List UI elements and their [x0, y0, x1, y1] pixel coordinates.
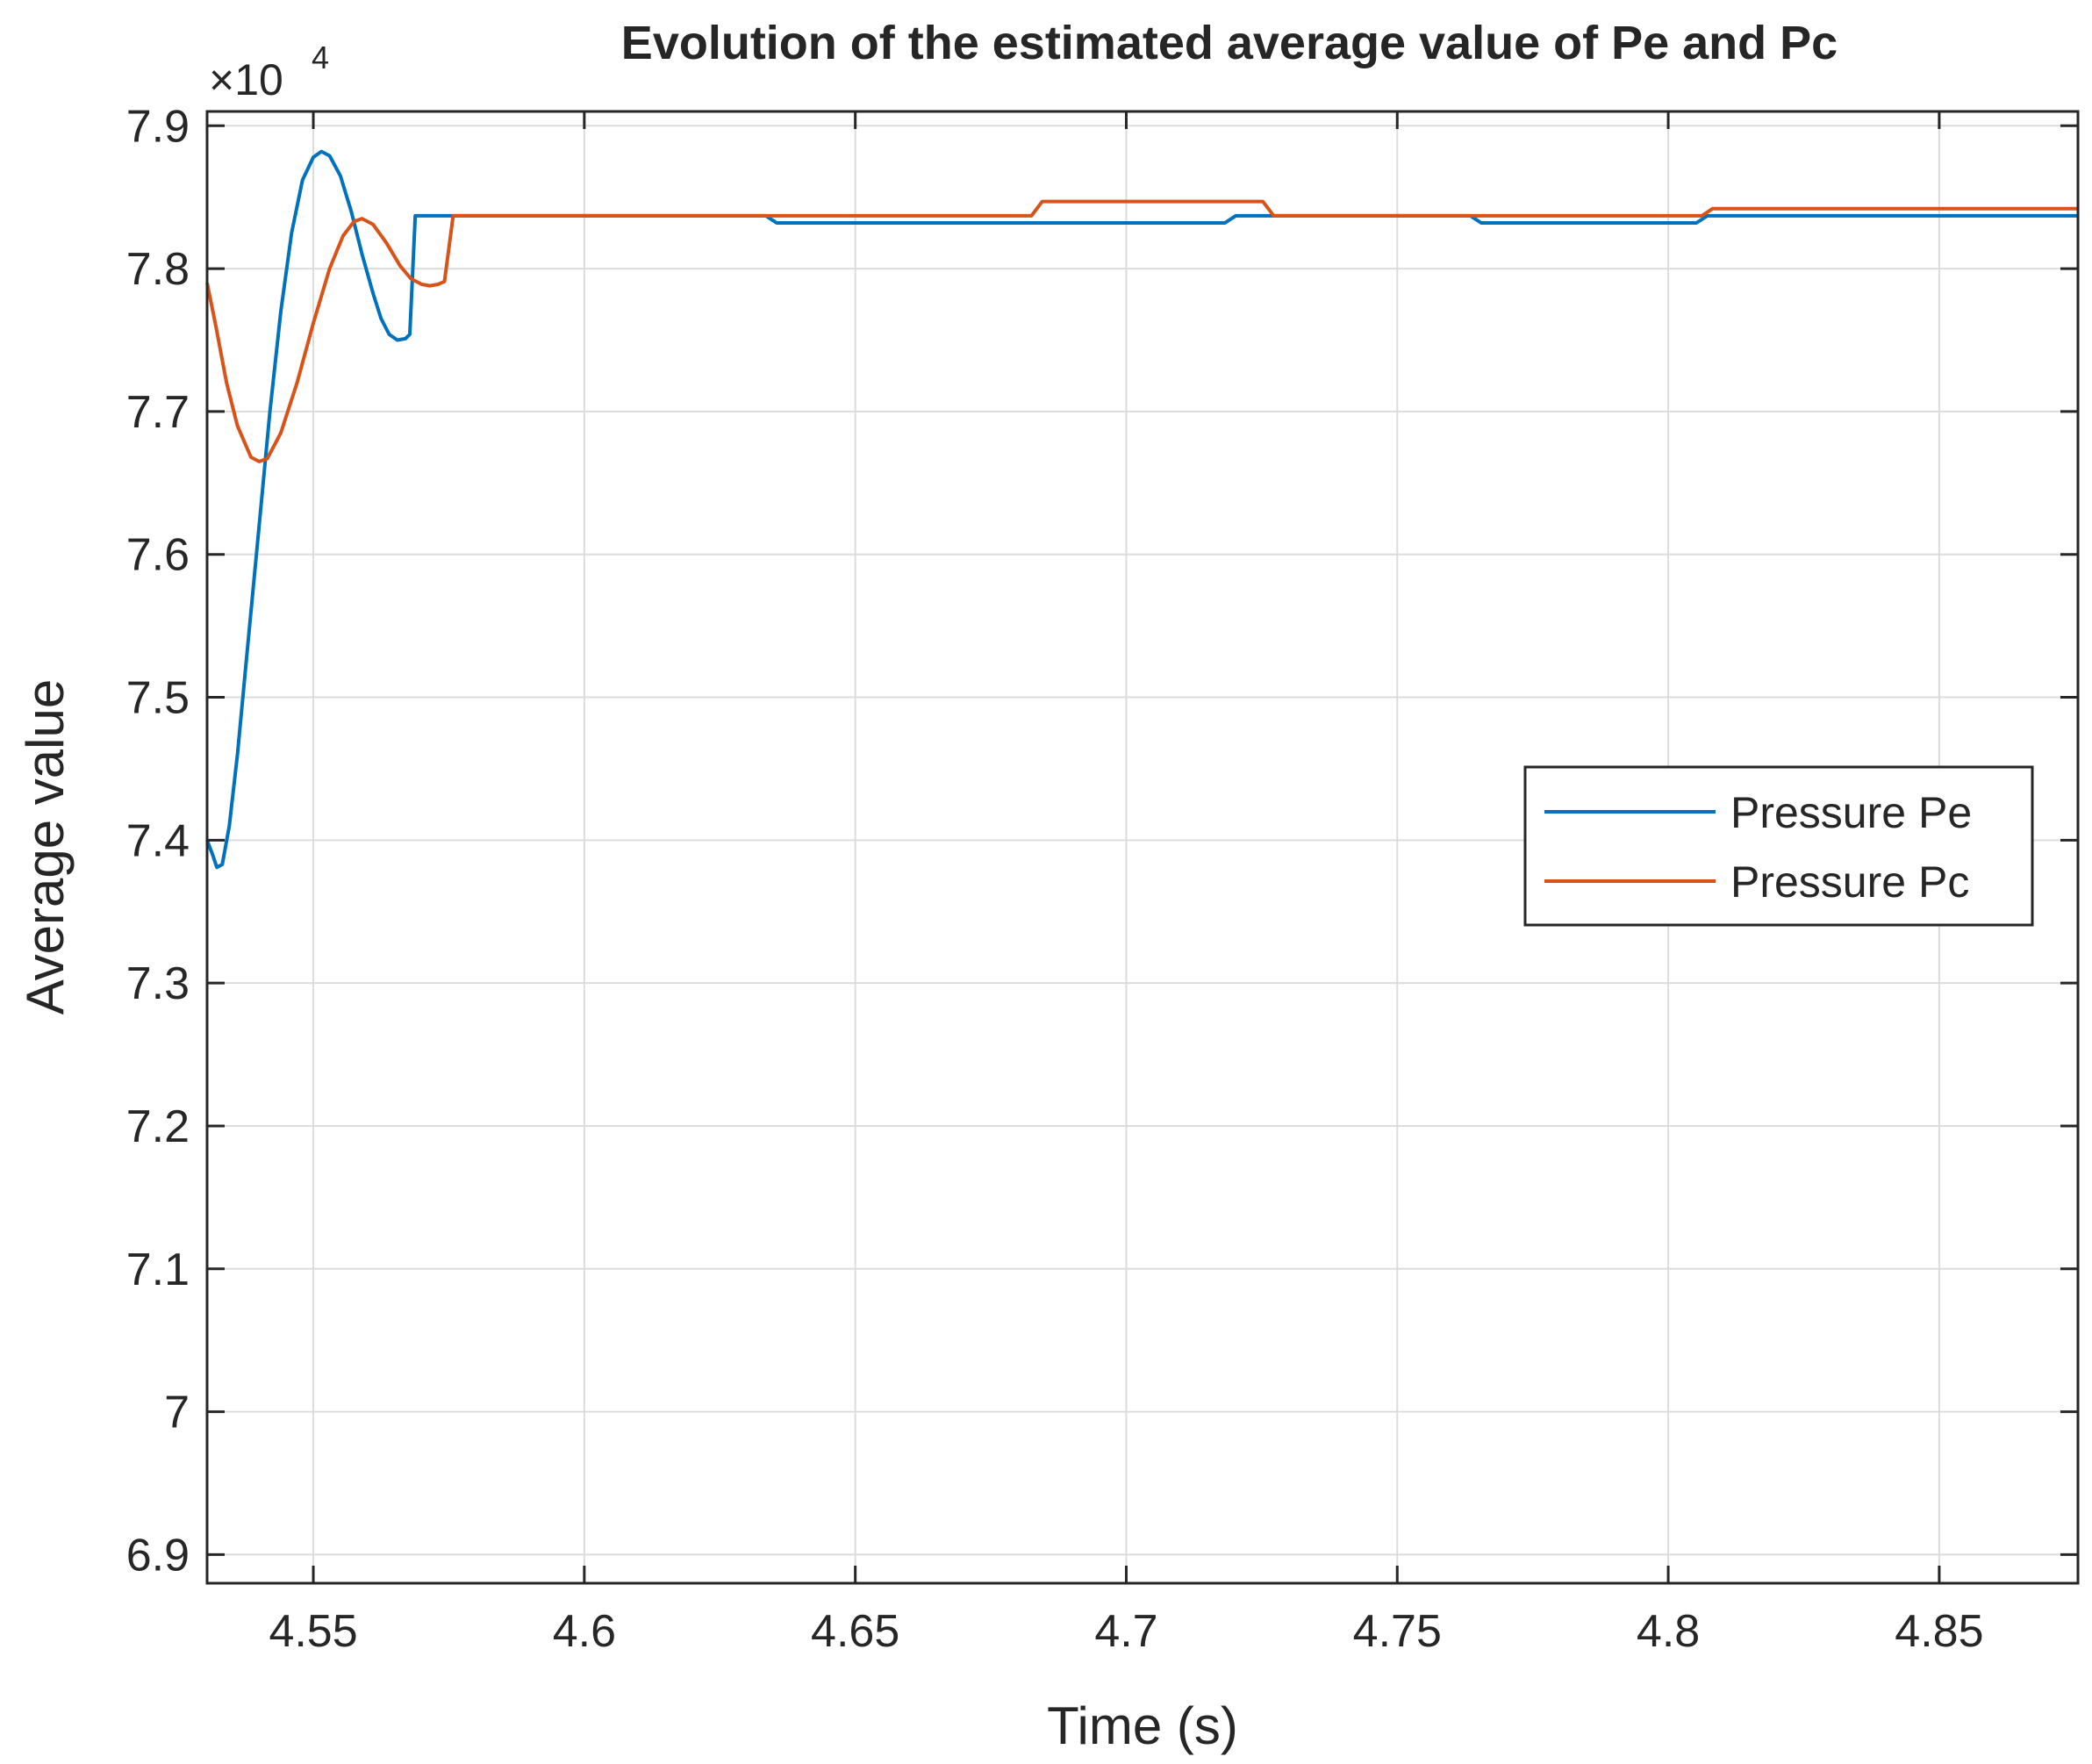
x-tick-label-4-75: 4.75 — [1353, 1606, 1442, 1657]
y-exponent-power: 4 — [312, 39, 329, 75]
y-tick-label-7-6: 7.6 — [126, 530, 190, 581]
y-tick-label-7-4: 7.4 — [126, 815, 190, 866]
y-tick-label-7-2: 7.2 — [126, 1101, 190, 1152]
y-tick-label-7-9: 7.9 — [126, 101, 190, 152]
series-line-pressure-pc — [205, 199, 2078, 463]
y-tick-label-7: 7 — [164, 1388, 190, 1438]
y-axis-exponent: ×10 4 — [209, 39, 329, 104]
tick-marks — [207, 111, 2078, 1583]
y-tick-label-7-3: 7.3 — [126, 958, 190, 1009]
x-tick-label-4-7: 4.7 — [1094, 1606, 1157, 1657]
y-tick-label-7-5: 7.5 — [126, 673, 190, 724]
y-tick-label-7-1: 7.1 — [126, 1244, 190, 1295]
x-tick-label-4-8: 4.8 — [1637, 1606, 1700, 1657]
x-axis-tick-labels: 4.55 4.6 4.65 4.7 4.75 4.8 4.85 — [269, 1606, 1983, 1657]
y-tick-label-6-9: 6.9 — [126, 1530, 190, 1581]
y-tick-label-7-7: 7.7 — [126, 387, 190, 438]
y-exponent-base: ×10 — [209, 55, 283, 104]
x-tick-label-4-65: 4.65 — [811, 1606, 899, 1657]
legend-label-pressure-pe: Pressure Pe — [1730, 788, 1972, 837]
data-series — [205, 149, 2078, 870]
series-line-pressure-pe — [205, 149, 2078, 870]
x-axis-label: Time (s) — [1047, 1696, 1238, 1755]
x-tick-label-4-6: 4.6 — [553, 1606, 616, 1657]
legend-label-pressure-pc: Pressure Pc — [1730, 857, 1969, 907]
legend: Pressure Pe Pressure Pc — [1523, 765, 2034, 927]
x-tick-label-4-85: 4.85 — [1895, 1606, 1983, 1657]
legend-box — [1523, 765, 2034, 927]
y-tick-label-7-8: 7.8 — [126, 244, 190, 295]
axes-box — [205, 110, 2080, 1585]
chart-title: Evolution of the estimated average value… — [621, 17, 1838, 69]
y-axis-tick-labels: 6.9 7 7.1 7.2 7.3 7.4 7.5 7.6 7.7 7.8 7.9 — [126, 101, 190, 1581]
y-axis-label: Average value — [16, 679, 75, 1015]
grid-lines — [207, 111, 2078, 1583]
x-tick-label-4-55: 4.55 — [269, 1606, 357, 1657]
